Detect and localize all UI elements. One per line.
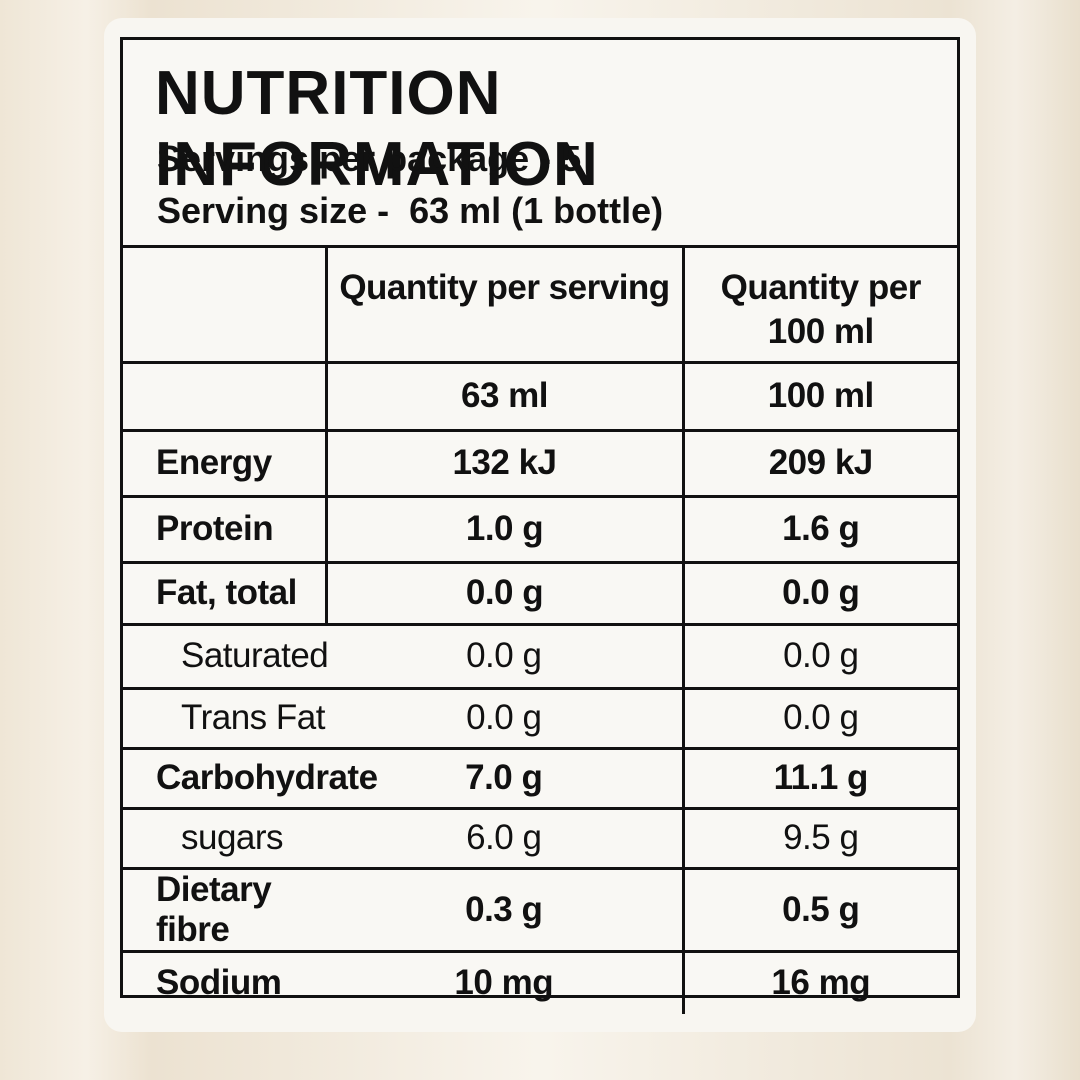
nutrient-row: Saturated 0.0 g 0.0 g	[123, 622, 957, 690]
nutrient-row: Energy 132 kJ 209 kJ	[123, 428, 957, 498]
cell: Quantity per serving	[324, 248, 685, 364]
nutrient-row: sugars 6.0 g 9.5 g	[123, 806, 957, 870]
serving-size: Serving size - 63 ml (1 bottle)	[157, 190, 664, 231]
cell: Trans Fat	[123, 686, 326, 750]
label-header: NUTRITION INFORMATION Servings per packa…	[123, 40, 957, 248]
nutrient-row: Dietary fibre 0.3 g 0.5 g	[123, 866, 957, 953]
servings: Servings per package - 5	[157, 138, 582, 179]
cell: 11.1 g	[681, 746, 957, 810]
cell: 63 ml	[324, 360, 685, 432]
nutrition-table: Quantity per serving Quantity per 100 ml 6…	[123, 248, 957, 1014]
cell: 100 ml	[681, 360, 957, 432]
cell: Fat, total	[123, 560, 328, 626]
cell: 10 mg	[326, 949, 685, 1014]
cell: 0.0 g	[681, 686, 957, 750]
cell: Protein	[123, 494, 328, 564]
nutrient-row: 63 ml 100 ml	[123, 360, 957, 432]
cell: 0.0 g	[326, 622, 685, 690]
cell: 0.3 g	[326, 866, 685, 953]
cell: 1.6 g	[681, 494, 957, 564]
cell	[123, 248, 328, 364]
title: NUTRITION INFORMATION	[155, 59, 599, 199]
cell: 16 mg	[681, 949, 957, 1014]
cell: Energy	[123, 428, 328, 498]
cell: 209 kJ	[681, 428, 957, 498]
cell: sugars	[123, 806, 326, 870]
header-row: Quantity per serving Quantity per 100 ml	[123, 248, 957, 364]
nutrition-label: NUTRITION INFORMATION Servings per packa…	[120, 37, 960, 1014]
cell: 1.0 g	[324, 494, 685, 564]
cell: 0.0 g	[326, 686, 685, 750]
cell	[123, 360, 328, 432]
cell: 9.5 g	[681, 806, 957, 870]
nutrient-row: Sodium 10 mg 16 mg	[123, 949, 957, 1014]
cell: Saturated	[123, 622, 329, 690]
cell: Sodium	[123, 949, 326, 1014]
cell: 7.0 g	[326, 746, 685, 810]
nutrient-row: Protein 1.0 g 1.6 g	[123, 494, 957, 564]
nutrient-row: Fat, total 0.0 g 0.0 g	[123, 560, 957, 626]
cell: Dietary fibre	[123, 866, 326, 953]
cell: 0.0 g	[681, 622, 957, 690]
cell: Carbohydrate	[123, 746, 378, 810]
nutrient-row: Trans Fat 0.0 g 0.0 g	[123, 686, 957, 750]
cell: 132 kJ	[324, 428, 685, 498]
cell: 0.5 g	[681, 866, 957, 953]
cell: 6.0 g	[326, 806, 685, 870]
cell: 0.0 g	[681, 560, 957, 626]
nutrient-row: Carbohydrate 7.0 g 11.1 g	[123, 746, 957, 810]
cell: Quantity per 100 ml	[681, 248, 957, 364]
cell: 0.0 g	[324, 560, 685, 626]
